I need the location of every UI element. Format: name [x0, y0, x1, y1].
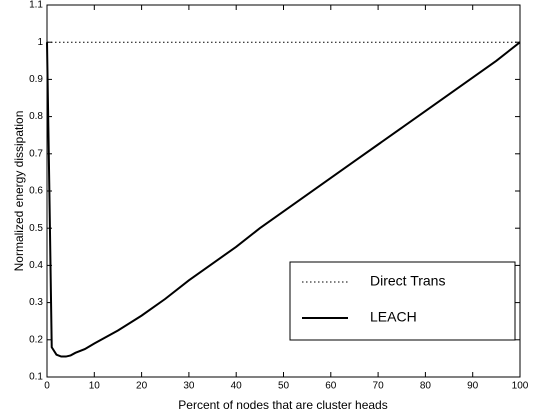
- series-line: [46, 41, 521, 358]
- x-tick-label: 70: [373, 381, 385, 392]
- y-tick-label: 0.1: [29, 372, 43, 383]
- y-tick-label: 1: [37, 37, 43, 48]
- legend-label: Direct Trans: [370, 273, 445, 289]
- y-axis-label: Normalized energy dissipation: [12, 111, 26, 272]
- x-tick-label: 50: [278, 381, 290, 392]
- y-tick-label: 0.3: [29, 297, 43, 308]
- y-tick-label: 0.9: [29, 74, 43, 85]
- x-tick-label: 30: [183, 381, 195, 392]
- y-tick-label: 0.7: [29, 148, 43, 159]
- y-tick-label: 0.2: [29, 334, 43, 345]
- x-axis-label: Percent of nodes that are cluster heads: [178, 398, 387, 412]
- x-tick-label: 60: [325, 381, 337, 392]
- x-tick-label: 10: [89, 381, 101, 392]
- y-tick-label: 1.1: [29, 0, 43, 11]
- x-tick-label: 80: [420, 381, 432, 392]
- legend-box: [289, 261, 516, 341]
- y-tick-label: 0.8: [29, 111, 43, 122]
- y-tick-label: 0.4: [29, 260, 43, 271]
- x-tick-label: 40: [231, 381, 243, 392]
- x-tick-label: 0: [44, 381, 50, 392]
- x-tick-label: 100: [512, 381, 529, 392]
- x-tick-label: 20: [136, 381, 148, 392]
- x-tick-label: 90: [467, 381, 479, 392]
- y-tick-label: 0.6: [29, 186, 43, 197]
- y-tick-label: 0.5: [29, 223, 43, 234]
- legend-label: LEACH: [370, 309, 417, 325]
